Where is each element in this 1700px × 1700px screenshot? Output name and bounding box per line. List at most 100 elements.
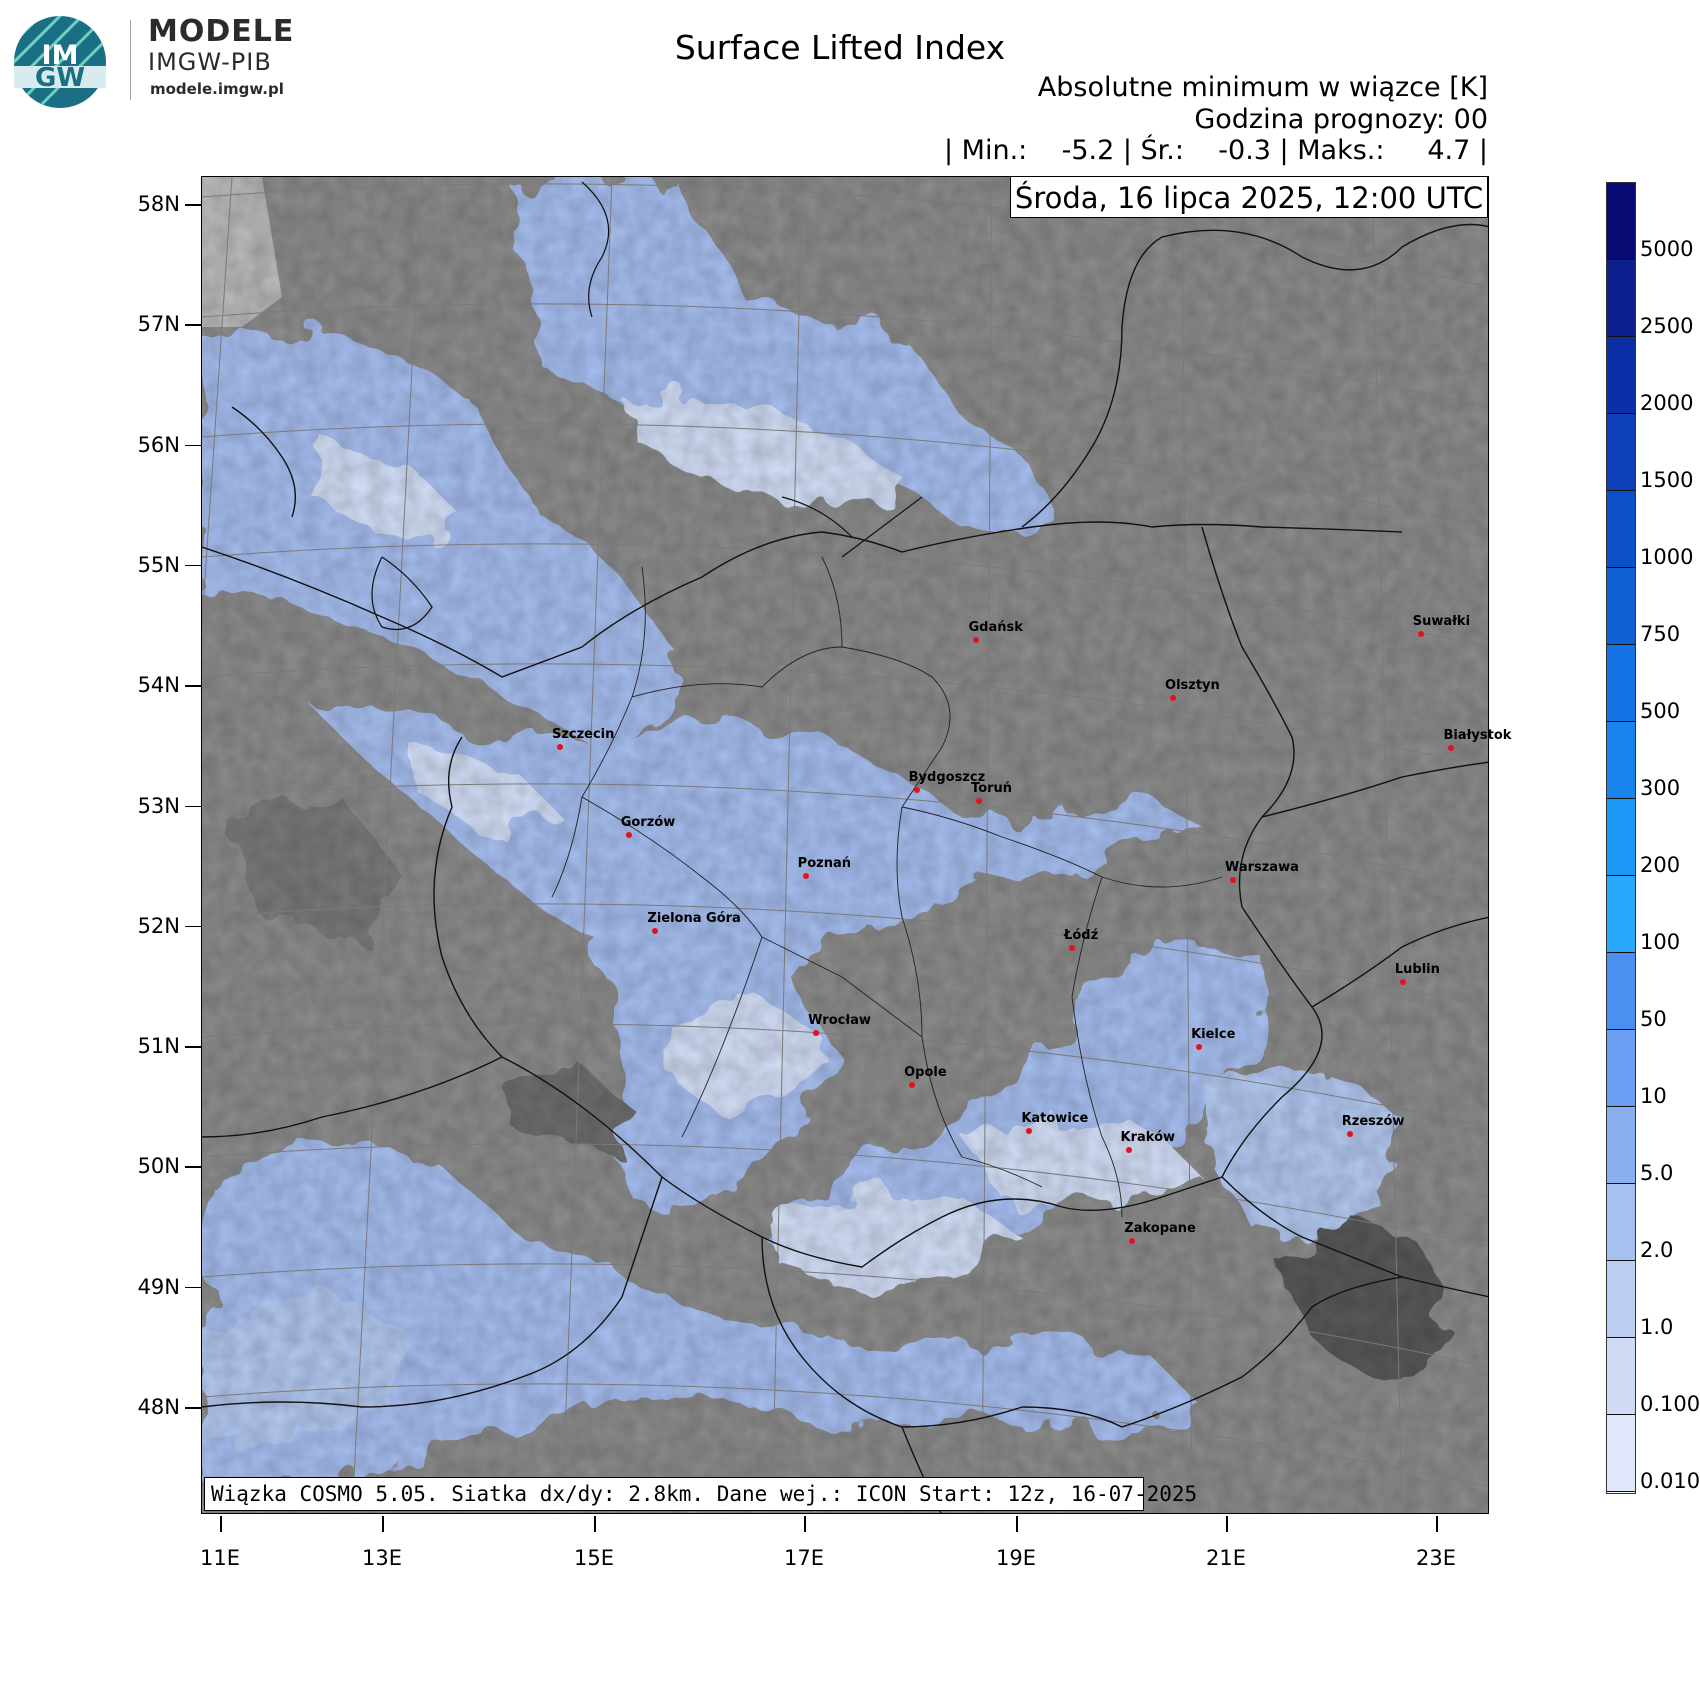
colorbar-segment	[1607, 1261, 1635, 1338]
colorbar-segment	[1607, 645, 1635, 722]
brand-url[interactable]: modele.imgw.pl	[150, 80, 284, 98]
city-label: Kielce	[1191, 1027, 1236, 1043]
lon-tick-label: 13E	[362, 1546, 402, 1570]
city-marker	[1170, 695, 1177, 702]
lat-tick	[185, 564, 201, 567]
city-marker	[1229, 877, 1236, 884]
coastline-border	[202, 521, 1403, 678]
lat-tick	[185, 805, 201, 807]
city-label: Opole	[904, 1064, 947, 1080]
colorbar-label: 0.100	[1640, 1392, 1700, 1416]
lon-tick	[382, 1516, 384, 1532]
colorbar-label: 2500	[1640, 314, 1694, 338]
city-marker	[1069, 945, 1075, 951]
map-canvas	[202, 177, 1488, 1513]
city-label: Gorzów	[620, 814, 676, 830]
lon-tick	[1226, 1516, 1228, 1532]
colorbar-segment	[1607, 491, 1635, 568]
city-label: Łódź	[1064, 928, 1099, 943]
lat-tick-label: 55N	[137, 552, 180, 577]
city-label: Toruń	[971, 781, 1013, 797]
city-marker	[1026, 1127, 1033, 1134]
colorbar-label: 1000	[1640, 545, 1694, 569]
lat-tick	[185, 1286, 201, 1289]
city-label: Bydgoszcz	[908, 769, 986, 785]
map-title: Surface Lifted Index	[674, 28, 1006, 67]
brand-divider	[130, 20, 131, 100]
colorbar-segment	[1607, 1107, 1635, 1184]
brand-title: MODELE	[148, 14, 295, 49]
field-stats: | Min.: -5.2 | Śr.: -0.3 | Maks.: 4.7 |	[943, 135, 1488, 166]
colorbar-segment	[1607, 183, 1635, 260]
colorbar-segment	[1607, 799, 1635, 876]
lat-tick	[185, 324, 201, 326]
city-label: Zakopane	[1124, 1221, 1196, 1237]
colorbar-label: 1500	[1640, 468, 1694, 492]
colorbar-segment	[1607, 722, 1635, 799]
lon-tick	[804, 1516, 806, 1532]
colorbar-segment	[1607, 876, 1635, 953]
lat-tick-label: 53N	[137, 793, 180, 818]
colorbar-segment	[1607, 1415, 1635, 1492]
poland-border	[433, 526, 1323, 1268]
city-label: Białystok	[1443, 728, 1512, 744]
city-marker	[913, 786, 920, 793]
voivodeship-borders	[551, 556, 1223, 1218]
city-marker	[802, 873, 809, 880]
map-panel[interactable]	[201, 176, 1489, 1514]
city-marker	[1196, 1044, 1203, 1051]
colorbar-label: 50	[1640, 1007, 1667, 1031]
city-label: Warszawa	[1224, 860, 1299, 876]
lon-tick-label: 11E	[200, 1546, 240, 1570]
lat-tick	[185, 204, 201, 206]
colorbar	[1606, 182, 1636, 1494]
colorbar-label: 0.010	[1640, 1469, 1700, 1493]
colorbar-label: 2.0	[1640, 1238, 1674, 1262]
colorbar-label: 10	[1640, 1084, 1667, 1108]
colorbar-label: 300	[1640, 776, 1681, 800]
lat-tick	[185, 925, 201, 928]
city-marker	[976, 798, 983, 805]
city-label: Szczecin	[551, 727, 615, 743]
lon-tick-label: 21E	[1206, 1546, 1246, 1570]
city-marker	[1129, 1238, 1136, 1245]
colorbar-label: 1.0	[1640, 1315, 1674, 1339]
lon-tick	[594, 1516, 596, 1532]
lon-tick	[1436, 1516, 1438, 1532]
colorbar-label: 500	[1640, 699, 1681, 723]
city-marker	[652, 927, 659, 934]
lon-tick	[220, 1516, 222, 1532]
city-label: Katowice	[1021, 1110, 1089, 1126]
lat-tick-label: 50N	[137, 1154, 180, 1179]
lat-tick-label: 56N	[137, 432, 180, 457]
field-texture	[202, 177, 1488, 1513]
model-info-footer: Wiązka COSMO 5.05. Siatka dx/dy: 2.8km. …	[204, 1477, 1197, 1511]
city-label: Zielona Góra	[647, 910, 741, 926]
lat-tick-label: 54N	[137, 673, 180, 698]
lat-tick-label: 58N	[137, 192, 180, 216]
logo-text-top: IM	[42, 40, 79, 71]
city-marker	[1125, 1146, 1132, 1153]
colorbar-segment	[1607, 568, 1635, 645]
colorbar-label: 200	[1640, 853, 1681, 877]
lat-tick	[185, 1166, 201, 1168]
city-marker	[1399, 978, 1406, 985]
colorbar-label: 2000	[1640, 391, 1694, 415]
colorbar-label: 5000	[1640, 237, 1694, 261]
lon-tick-label: 23E	[1416, 1546, 1456, 1570]
lon-tick-label: 17E	[784, 1546, 824, 1570]
lat-tick	[185, 685, 201, 687]
city-marker	[556, 744, 563, 751]
city-label: Lublin	[1394, 961, 1440, 977]
city-marker	[909, 1081, 916, 1088]
city-label: Olsztyn	[1165, 678, 1220, 694]
city-marker	[813, 1029, 820, 1036]
imgw-logo: IM GW	[14, 16, 106, 108]
borders	[202, 223, 1488, 1513]
brand-subtitle: IMGW-PIB	[148, 48, 272, 76]
lat-tick	[185, 1046, 201, 1048]
lon-tick-label: 19E	[996, 1546, 1036, 1570]
city-marker	[625, 831, 632, 838]
map-subtitle: Absolutne minimum w wiązce [K]	[1037, 72, 1488, 103]
city-marker	[1417, 631, 1424, 638]
